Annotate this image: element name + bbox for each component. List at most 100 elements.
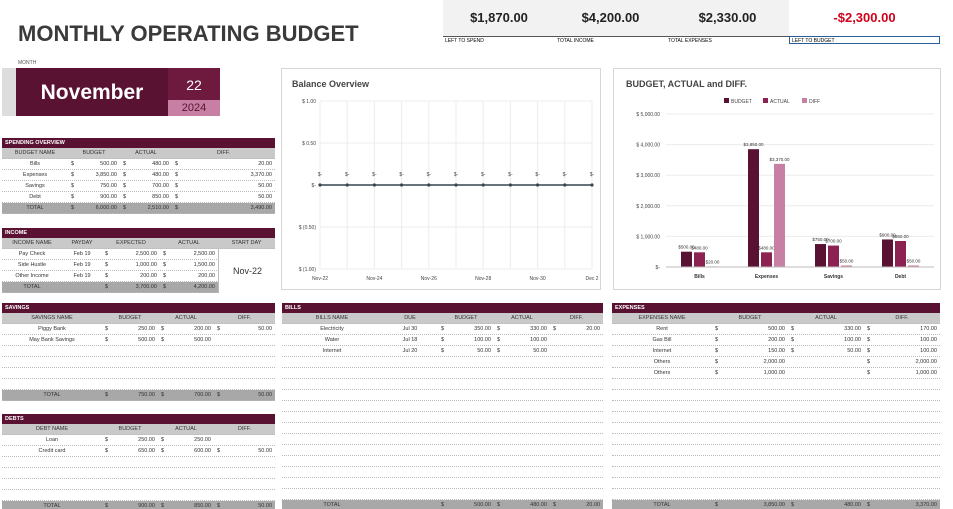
money-cell: $2,000.00 — [864, 357, 940, 367]
money-cell: $200.00 — [160, 271, 218, 281]
money-cell: $480.00 — [788, 500, 864, 509]
blank-row — [282, 412, 603, 423]
value-label: $- — [345, 172, 350, 178]
currency: $ — [161, 392, 165, 398]
amount: 100.00 — [844, 337, 861, 343]
blank-row — [282, 401, 603, 412]
column-header: ACTUAL — [135, 150, 157, 156]
money-cell: $3,490.00 — [172, 203, 275, 213]
blank-row — [282, 478, 603, 489]
amount: 3,850.00 — [763, 502, 785, 508]
cell: Water — [324, 337, 340, 343]
amount: 250.00 — [138, 437, 155, 443]
money-cell: $480.00 — [494, 500, 550, 509]
cell: TOTAL — [23, 284, 41, 290]
legend-swatch — [724, 98, 729, 103]
currency: $ — [105, 503, 109, 509]
header-row: EXPENSES NAME BUDGET ACTUAL DIFF. — [612, 313, 940, 324]
amount: 100.00 — [920, 348, 937, 354]
bar — [815, 244, 826, 267]
cell: Others — [653, 359, 671, 365]
point — [345, 183, 349, 187]
data-row: Side Hustle Feb 19 $1,000.00 $1,500.00 — [2, 260, 275, 271]
amount: 900.00 — [100, 194, 117, 200]
money-cell: $170.00 — [864, 324, 940, 334]
value-label: $- — [318, 172, 323, 178]
legend-swatch — [802, 98, 807, 103]
amount: 2,510.00 — [147, 205, 169, 211]
currency: $ — [161, 503, 165, 509]
cell: Side Hustle — [17, 262, 47, 268]
amount: 700.00 — [152, 183, 169, 189]
value-label: $50.00 — [907, 258, 921, 263]
amount: 170.00 — [920, 326, 937, 332]
chart-title: BUDGET, ACTUAL and DIFF. — [626, 79, 747, 89]
amount: 150.00 — [768, 348, 785, 354]
money-cell: $650.00 — [102, 446, 158, 456]
column-header: DIFF. — [216, 150, 231, 156]
bar-chart-box: BUDGET, ACTUAL and DIFF. $- $ 1,000.00 $ 2,… — [613, 68, 941, 290]
money-cell: $6,000.00 — [68, 203, 120, 213]
column-header: EXPENSES NAME — [638, 315, 686, 321]
x-tick-label: Savings — [824, 274, 843, 280]
column-header: DIFF. — [237, 426, 252, 432]
amount: 200.00 — [194, 326, 211, 332]
point — [427, 183, 431, 187]
cell — [788, 357, 864, 367]
blank-row — [282, 423, 603, 434]
money-cell: $200.00 — [158, 324, 214, 334]
currency: $ — [71, 194, 75, 200]
cell: Others — [653, 370, 671, 376]
money-cell: $1,000.00 — [102, 260, 160, 270]
money-cell: $3,850.00 — [712, 500, 788, 509]
currency: $ — [715, 359, 719, 365]
money-cell: $2,510.00 — [120, 203, 172, 213]
blank-row — [612, 445, 940, 456]
blank-row — [612, 478, 940, 489]
y-tick-label: $- — [312, 183, 317, 189]
amount: 480.00 — [844, 502, 861, 508]
column-header: BILLS NAME — [315, 315, 349, 321]
cell: Feb 19 — [73, 251, 91, 257]
amount: 50.00 — [258, 194, 272, 200]
cell: Pay Check — [18, 251, 46, 257]
money-cell: $850.00 — [120, 192, 172, 202]
cell: Credit card — [38, 448, 66, 454]
cell: Internet — [652, 348, 672, 354]
value-label: $3,370.00 — [769, 157, 790, 162]
amount: 2,000.00 — [915, 359, 937, 365]
legend-label: DIFF — [809, 99, 820, 105]
currency: $ — [217, 326, 221, 332]
data-row: Debt $900.00 $850.00 $50.00 — [2, 192, 275, 203]
money-cell: $50.00 — [214, 390, 275, 400]
blank-row — [612, 412, 940, 423]
money-cell: $600.00 — [158, 446, 214, 456]
amount: 50.00 — [258, 392, 272, 398]
money-cell: $100.00 — [864, 335, 940, 345]
cell: Savings — [25, 183, 45, 189]
money-cell: $330.00 — [788, 324, 864, 334]
table-title: DEBTS — [2, 414, 275, 424]
point — [590, 183, 594, 187]
amount: 100.00 — [530, 337, 547, 343]
data-row: Loan $250.00 $250.00 — [2, 435, 275, 446]
value-label: $- — [508, 172, 513, 178]
value-label: $- — [454, 172, 459, 178]
data-row: Expenses $3,850.00 $480.00 $3,370.00 — [2, 170, 275, 181]
amount: 20.00 — [586, 326, 600, 332]
x-tick-label: Bills — [694, 274, 705, 280]
summary-label: LEFT TO SPEND — [443, 36, 555, 44]
money-cell: $250.00 — [158, 435, 214, 445]
amount: 480.00 — [152, 172, 169, 178]
amount: 200.00 — [198, 273, 215, 279]
currency: $ — [123, 161, 127, 167]
currency: $ — [163, 251, 167, 257]
value-label: $700.00 — [825, 239, 842, 244]
money-cell: $480.00 — [120, 170, 172, 180]
currency: $ — [123, 194, 127, 200]
amount: 250.00 — [138, 326, 155, 332]
blank-row — [2, 490, 275, 501]
summary-value: $2,330.00 — [698, 10, 757, 25]
money-cell: $2,500.00 — [102, 249, 160, 259]
amount: 500.00 — [194, 337, 211, 343]
